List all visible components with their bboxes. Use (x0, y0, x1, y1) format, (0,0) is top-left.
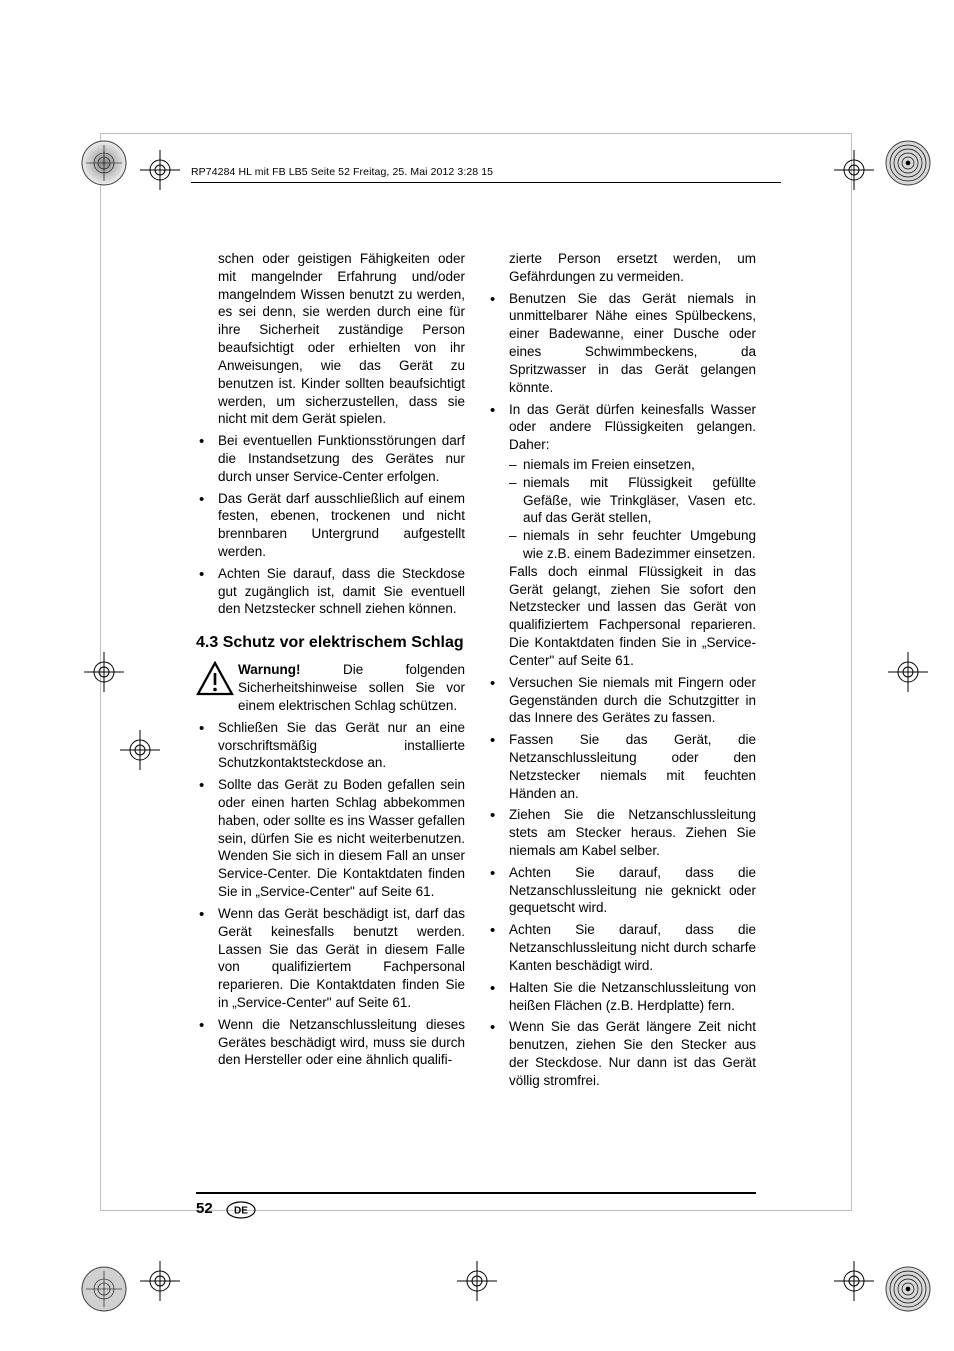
page-number: 52 (196, 1200, 213, 1217)
warning-block: Warnung! Die folgenden Sicherheitshinwei… (196, 661, 465, 714)
crosshair-icon (138, 148, 182, 192)
list-item: Achten Sie darauf, dass die Steckdose gu… (196, 565, 465, 618)
list-item: Schließen Sie das Gerät nur an eine vors… (196, 719, 465, 772)
cont-para: zierte Person ersetzt werden, um Gefährd… (487, 250, 756, 286)
warning-label: Warnung! (238, 662, 300, 677)
registration-mark-icon (880, 1261, 936, 1317)
crosshair-icon (118, 728, 162, 772)
body-content: schen oder geistigen Fähigkeiten oder mi… (196, 250, 756, 1090)
intro-para: schen oder geistigen Fähigkeiten oder mi… (196, 250, 465, 428)
sublist-item: niemals mit Flüssigkeit gefüllte Gefäße,… (509, 474, 756, 527)
crosshair-icon (455, 1259, 499, 1303)
registration-mark-icon (76, 1261, 132, 1317)
list-item: Benutzen Sie das Gerät niemals in unmitt… (487, 290, 756, 397)
list-item: Ziehen Sie die Netzanschlussleitung stet… (487, 806, 756, 859)
language-badge-icon: DE (226, 1201, 256, 1219)
list-item: Achten Sie darauf, dass die Netzanschlus… (487, 864, 756, 917)
right-column: zierte Person ersetzt werden, um Gefährd… (487, 250, 756, 1090)
header-rule (191, 182, 781, 183)
crosshair-icon (138, 1259, 182, 1303)
list-item: Das Gerät darf ausschließlich auf einem … (196, 490, 465, 561)
list-item: In das Gerät dürfen keinesfalls Wasser o… (487, 401, 756, 563)
registration-mark-icon (880, 135, 936, 191)
section-heading: 4.3 Schutz vor elektrischem Schlag (196, 632, 465, 653)
list-item: Wenn die Netzanschlussleitung dieses Ger… (196, 1016, 465, 1069)
sublist-item: niemals im Freien einsetzen, (509, 456, 756, 474)
list-item: Sollte das Gerät zu Boden gefallen sein … (196, 776, 465, 901)
list-item: Wenn Sie das Gerät längere Zeit nicht be… (487, 1018, 756, 1089)
warning-triangle-icon (196, 661, 234, 697)
registration-mark-icon (76, 135, 132, 191)
crosshair-icon (82, 650, 126, 694)
crosshair-icon (832, 1259, 876, 1303)
footer-rule (196, 1192, 756, 1194)
list-item: Versuchen Sie niemals mit Fingern oder G… (487, 674, 756, 727)
svg-text:DE: DE (234, 1206, 248, 1217)
list-item: Fassen Sie das Gerät, die Netzanschlussl… (487, 731, 756, 802)
cont-para: Falls doch einmal Flüssigkeit in das Ger… (487, 563, 756, 670)
list-item: Achten Sie darauf, dass die Netzanschlus… (487, 921, 756, 974)
list-item: Wenn das Gerät beschädigt ist, darf das … (196, 905, 465, 1012)
crosshair-icon (832, 148, 876, 192)
sublist-item: niemals in sehr feuchter Umgebung wie z.… (509, 527, 756, 563)
left-column: schen oder geistigen Fähigkeiten oder mi… (196, 250, 465, 1090)
list-item: Halten Sie die Netzanschlussleitung von … (487, 979, 756, 1015)
crosshair-icon (886, 650, 930, 694)
list-item: Bei eventuellen Funktionsstörungen darf … (196, 432, 465, 485)
header-file-info: RP74284 HL mit FB LB5 Seite 52 Freitag, … (191, 166, 493, 178)
